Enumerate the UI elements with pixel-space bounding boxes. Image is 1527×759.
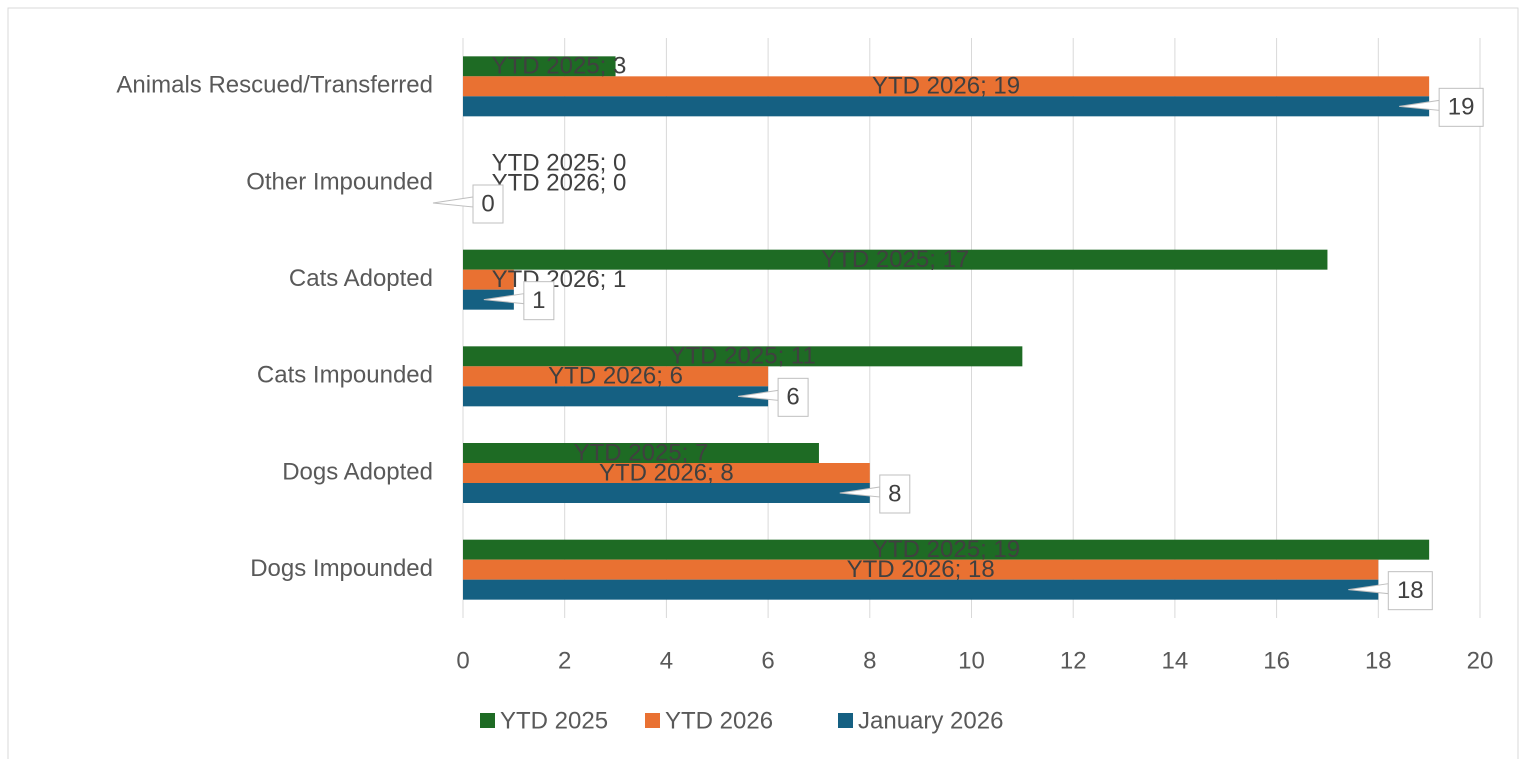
legend-swatch <box>645 713 660 728</box>
data-label: YTD 2025; 17 <box>821 246 969 273</box>
bar <box>463 579 1379 600</box>
bar <box>463 539 1430 560</box>
x-tick-label: 12 <box>1060 647 1087 674</box>
x-tick-label: 20 <box>1467 647 1494 674</box>
bar <box>463 463 870 483</box>
y-tick-label: Animals Rescued/Transferred <box>116 72 433 99</box>
data-label: YTD 2026; 18 <box>847 556 995 583</box>
data-label: YTD 2025; 0 <box>492 149 627 176</box>
data-label: YTD 2025; 11 <box>670 343 816 370</box>
bar <box>463 346 1023 367</box>
x-tick-label: 14 <box>1162 647 1189 674</box>
bar <box>463 366 769 387</box>
bar <box>463 443 819 463</box>
data-label: 8 <box>888 480 901 507</box>
y-tick-label: Other Impounded <box>246 168 433 195</box>
legend-swatch <box>838 713 853 728</box>
data-label: YTD 2025; 7 <box>574 439 709 466</box>
y-tick-label: Dogs Adopted <box>282 458 433 485</box>
x-tick-label: 6 <box>761 647 774 674</box>
bar <box>463 269 514 290</box>
data-label: 18 <box>1397 577 1424 604</box>
y-tick-label: Cats Impounded <box>257 362 433 389</box>
x-tick-label: 4 <box>660 647 673 674</box>
x-tick-label: 18 <box>1365 647 1392 674</box>
y-tick-label: Dogs Impounded <box>250 555 433 582</box>
legend-label: YTD 2025 <box>500 707 608 734</box>
bar <box>463 76 1430 97</box>
chart-border <box>7 7 1519 759</box>
bar <box>463 559 1379 580</box>
x-tick-label: 0 <box>456 647 469 674</box>
data-label: YTD 2026; 8 <box>599 459 734 486</box>
y-tick-label: Cats Adopted <box>289 265 433 292</box>
x-tick-label: 8 <box>863 647 876 674</box>
callout-box <box>1438 87 1484 127</box>
bar <box>463 96 1430 117</box>
data-label: YTD 2025; 19 <box>872 536 1020 563</box>
data-label: 1 <box>532 287 545 314</box>
x-tick-label: 2 <box>558 647 571 674</box>
callout-box <box>1387 571 1433 611</box>
bar <box>463 249 1328 270</box>
x-tick-label: 10 <box>958 647 985 674</box>
callout-box <box>523 281 555 321</box>
legend-label: YTD 2026 <box>665 707 773 734</box>
callout-box <box>472 184 504 224</box>
data-label: YTD 2025; 3 <box>492 53 627 80</box>
callout-box <box>879 474 911 514</box>
data-label: YTD 2026; 0 <box>492 169 627 196</box>
x-tick-label: 16 <box>1263 647 1290 674</box>
data-label: YTD 2026; 1 <box>492 266 627 293</box>
data-label: 0 <box>481 190 494 217</box>
data-label: YTD 2026; 6 <box>548 363 683 390</box>
data-label: 6 <box>786 384 799 411</box>
data-label: 19 <box>1448 94 1475 121</box>
callout-pointer <box>432 196 474 208</box>
legend-swatch <box>480 713 495 728</box>
legend-label: January 2026 <box>858 707 1003 734</box>
bar <box>463 56 616 77</box>
callout-box <box>777 377 809 417</box>
data-label: YTD 2026; 19 <box>872 73 1020 100</box>
bar <box>463 483 870 503</box>
bar <box>463 386 769 407</box>
